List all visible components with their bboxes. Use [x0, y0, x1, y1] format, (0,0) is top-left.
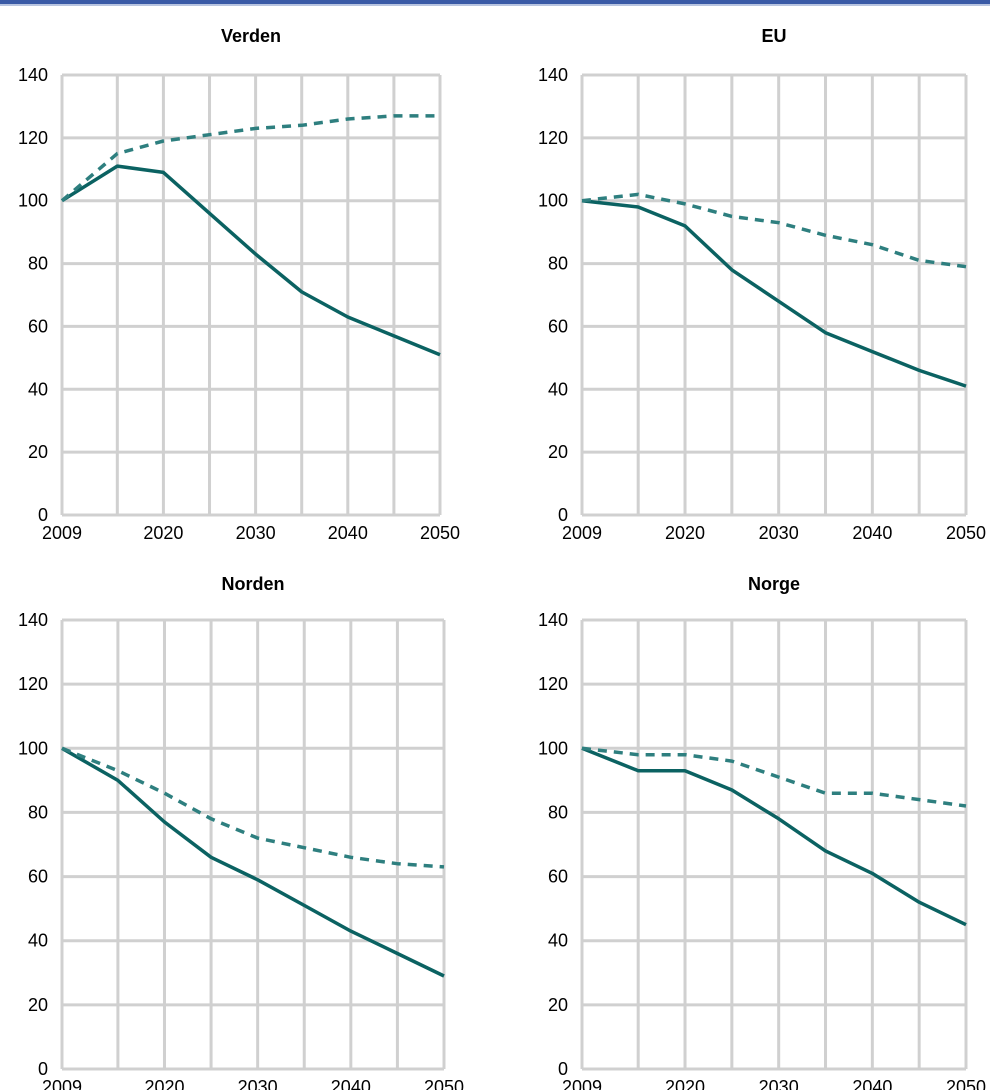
series-line-dashed [60, 114, 440, 203]
y-tick-label: 0 [558, 1059, 568, 1079]
x-tick-label: 2020 [665, 1077, 705, 1090]
y-tick-label: 120 [538, 674, 568, 694]
series-line-dashed [61, 746, 445, 869]
y-tick-label: 140 [18, 610, 48, 630]
series-line-dashed [581, 746, 967, 808]
y-tick-label: 40 [548, 379, 568, 399]
y-tick-label: 100 [538, 738, 568, 758]
y-tick-label: 60 [548, 867, 568, 887]
series-line-solid [61, 164, 441, 357]
y-tick-label: 100 [538, 191, 568, 211]
chart-title: Verden [221, 26, 281, 46]
chart-panel-norden: Norden 0 20 40 60 80 100 120 140 2009 2020 2030 2040… [0, 570, 480, 1090]
x-tick-label: 2050 [946, 1077, 986, 1090]
y-tick-label: 0 [38, 505, 48, 525]
x-tick-label: 2020 [143, 523, 183, 543]
x-tick-label: 2030 [238, 1077, 278, 1090]
top-rule [0, 0, 990, 4]
y-tick-label: 20 [28, 442, 48, 462]
y-tick-label: 60 [28, 867, 48, 887]
y-tick-label: 100 [18, 738, 48, 758]
x-tick-label: 2020 [144, 1077, 184, 1090]
y-tick-label: 100 [18, 191, 48, 211]
x-tick-label: 2050 [420, 523, 460, 543]
y-tick-label: 120 [18, 128, 48, 148]
x-tick-label: 2009 [562, 1077, 602, 1090]
y-tick-label: 20 [548, 995, 568, 1015]
x-tick-label: 2050 [946, 523, 986, 543]
x-tick-label: 2030 [759, 1077, 799, 1090]
y-tick-label: 20 [28, 995, 48, 1015]
y-tick-label: 20 [548, 442, 568, 462]
x-tick-label: 2040 [331, 1077, 371, 1090]
chart-panel-eu: EU 0 20 40 60 80 100 120 140 2009 2020 2030 2040 2050 [500, 20, 986, 550]
y-tick-label: 80 [28, 254, 48, 274]
chart-title: Norge [748, 574, 800, 594]
y-tick-label: 40 [548, 931, 568, 951]
x-tick-label: 2030 [759, 523, 799, 543]
chart-panel-verden: Verden 0 20 40 60 80 100 120 140 2009 2020 2030 2040… [0, 20, 480, 550]
top-rule-shadow [0, 4, 990, 6]
y-tick-label: 140 [538, 610, 568, 630]
y-tick-label: 0 [558, 505, 568, 525]
x-tick-label: 2009 [42, 523, 82, 543]
y-tick-label: 80 [548, 802, 568, 822]
y-tick-label: 80 [28, 802, 48, 822]
series-line-solid [581, 746, 967, 927]
series-line-solid [61, 746, 445, 978]
x-tick-label: 2030 [236, 523, 276, 543]
series-line-dashed [581, 192, 967, 269]
chart-title: EU [761, 26, 786, 46]
y-tick-label: 140 [538, 65, 568, 85]
x-tick-label: 2020 [665, 523, 705, 543]
x-tick-label: 2009 [562, 523, 602, 543]
x-tick-label: 2050 [424, 1077, 464, 1090]
y-tick-label: 120 [538, 128, 568, 148]
chart-title: Norden [222, 574, 285, 594]
y-tick-label: 40 [28, 931, 48, 951]
chart-panel-norge: Norge 0 20 40 60 80 100 120 140 2009 2020 2030 2040 2… [500, 570, 986, 1090]
y-tick-label: 40 [28, 379, 48, 399]
y-tick-label: 60 [28, 316, 48, 336]
y-tick-label: 140 [18, 65, 48, 85]
y-tick-label: 80 [548, 254, 568, 274]
x-tick-label: 2040 [852, 1077, 892, 1090]
x-tick-label: 2009 [42, 1077, 82, 1090]
y-tick-label: 60 [548, 316, 568, 336]
series-line-solid [581, 198, 967, 388]
x-tick-label: 2040 [328, 523, 368, 543]
y-tick-label: 0 [38, 1059, 48, 1079]
y-tick-label: 120 [18, 674, 48, 694]
x-tick-label: 2040 [852, 523, 892, 543]
